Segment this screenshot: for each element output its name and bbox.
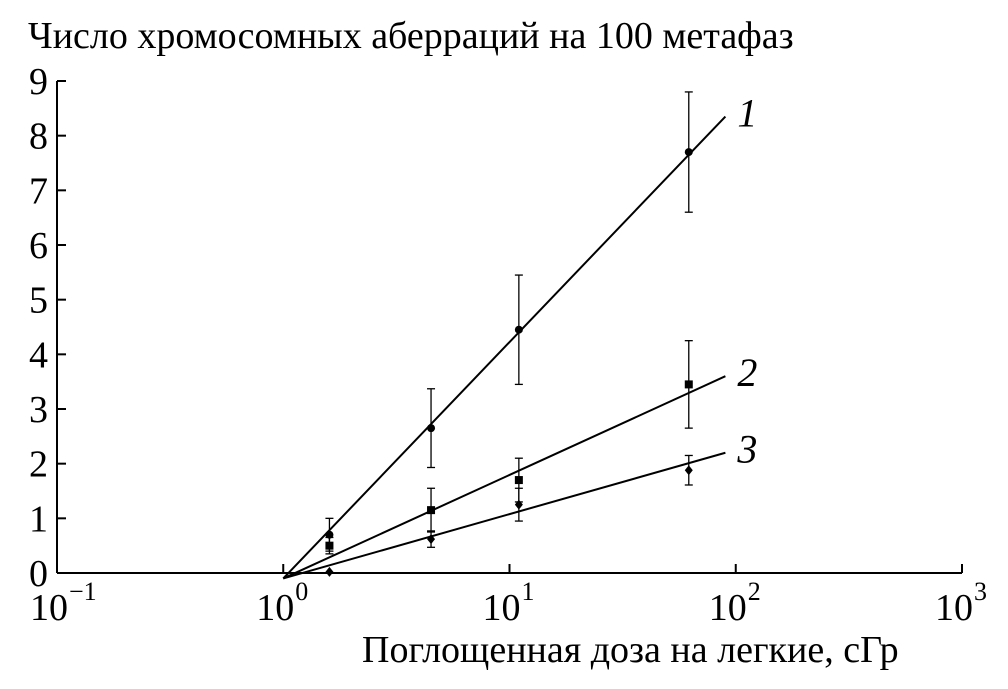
x-tick-label: 10: [483, 587, 521, 629]
data-point: [684, 380, 693, 389]
series-1: 1: [282, 91, 757, 580]
y-tick-label: 6: [29, 225, 48, 267]
data-point: [514, 325, 523, 334]
y-tick-label: 0: [29, 553, 48, 595]
fit-line: [282, 451, 726, 580]
data-point: [514, 499, 523, 510]
series-label: 1: [737, 91, 757, 136]
data-point: [684, 148, 693, 157]
x-axis-label: Поглощенная доза на легкие, сГр: [362, 629, 899, 671]
fit-line: [282, 375, 726, 580]
x-tick-exponent: −1: [69, 577, 97, 606]
data-point: [325, 530, 334, 539]
data-point: [427, 424, 436, 433]
data-point: [325, 541, 334, 550]
data-point: [427, 506, 436, 515]
x-tick-exponent: 0: [295, 577, 308, 606]
chart-title: Число хромосомных аберраций на 100 метаф…: [28, 15, 794, 57]
x-tick-exponent: 3: [974, 577, 987, 606]
y-tick-label: 1: [29, 498, 48, 540]
x-tick-label: 10: [30, 587, 68, 629]
series-label: 3: [736, 427, 757, 472]
y-tick-label: 3: [29, 389, 48, 431]
x-tick-exponent: 2: [748, 577, 761, 606]
series-label: 2: [737, 350, 757, 395]
y-tick-label: 5: [29, 280, 48, 322]
series-2: 2: [282, 340, 757, 580]
data-point: [427, 534, 436, 545]
x-tick-label: 10: [256, 587, 294, 629]
y-tick-label: 7: [29, 170, 48, 212]
data-point: [325, 566, 334, 577]
x-tick-exponent: 1: [522, 577, 535, 606]
x-tick-label: 10: [709, 587, 747, 629]
x-tick-label: 10: [935, 587, 973, 629]
y-tick-label: 4: [29, 334, 48, 376]
data-point: [684, 465, 693, 476]
data-point: [514, 476, 523, 485]
y-tick-label: 9: [29, 61, 48, 103]
series-3: 3: [282, 427, 757, 580]
y-tick-label: 2: [29, 444, 48, 486]
y-tick-label: 8: [29, 116, 48, 158]
fit-line: [282, 115, 727, 580]
